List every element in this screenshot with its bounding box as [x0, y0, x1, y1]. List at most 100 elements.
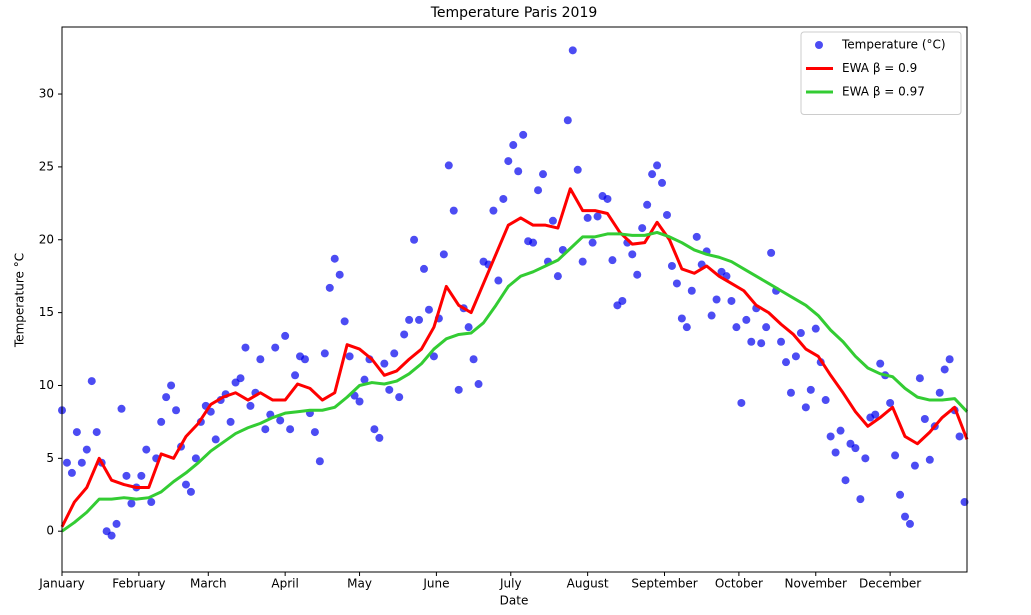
data-point [672, 279, 681, 288]
data-point [246, 401, 255, 410]
data-point [385, 385, 394, 394]
data-point [420, 264, 428, 273]
data-point [658, 178, 667, 187]
data-point [380, 359, 389, 368]
data-point [742, 315, 751, 324]
data-point [405, 315, 414, 324]
data-point [360, 375, 369, 384]
x-tick-label: December [859, 577, 921, 591]
x-tick-label: February [112, 577, 165, 591]
y-tick-label: 5 [46, 451, 54, 465]
data-point [801, 403, 810, 412]
data-point [638, 224, 647, 233]
y-tick-label: 15 [39, 305, 54, 319]
data-point [563, 116, 572, 125]
y-tick-label: 10 [39, 378, 54, 392]
data-point [236, 374, 245, 383]
data-point [241, 343, 250, 352]
y-axis-label: Temperature °C [13, 253, 27, 348]
x-axis-label: Date [500, 594, 529, 608]
data-point [553, 272, 562, 281]
data-point [826, 432, 835, 441]
legend-marker [815, 41, 823, 49]
data-point [469, 355, 478, 364]
data-point [191, 454, 200, 463]
data-point [310, 428, 319, 437]
x-tick-label: September [631, 577, 697, 591]
chart-title: Temperature Paris 2019 [430, 5, 598, 21]
data-point [633, 270, 642, 279]
data-point [107, 531, 116, 540]
data-point [856, 495, 865, 504]
data-point [618, 296, 627, 305]
data-point [901, 512, 910, 521]
data-point [172, 406, 181, 415]
y-tick-label: 25 [39, 159, 54, 173]
data-point [167, 381, 176, 390]
data-point [271, 343, 280, 352]
legend-label: Temperature (°C) [841, 38, 946, 52]
data-point [529, 238, 538, 247]
data-point [429, 352, 438, 361]
data-point [276, 416, 285, 425]
x-tick-label: October [715, 577, 763, 591]
data-point [831, 448, 840, 457]
data-point [256, 355, 265, 364]
data-point [62, 458, 71, 467]
data-point [811, 324, 820, 333]
data-point [370, 425, 379, 434]
legend-box [800, 31, 962, 115]
data-point [861, 454, 870, 463]
data-point [181, 480, 190, 489]
data-point [375, 433, 384, 442]
data-point [335, 270, 344, 279]
data-point [514, 167, 523, 176]
data-point [315, 457, 324, 466]
data-point [444, 161, 453, 170]
data-point [920, 414, 929, 423]
data-point [226, 417, 235, 426]
data-point [737, 398, 746, 407]
data-point [137, 471, 146, 480]
data-point [410, 235, 419, 244]
line [61, 230, 969, 533]
x-tick-label: March [190, 577, 227, 591]
plot-frame [61, 26, 968, 573]
data-point [325, 283, 334, 292]
data-point [291, 371, 300, 380]
data-point [509, 141, 518, 150]
legend-label: EWA β = 0.9 [842, 61, 917, 75]
data-point [454, 385, 463, 394]
data-point [127, 499, 136, 508]
data-point [439, 250, 448, 259]
data-point [876, 359, 885, 368]
data-point [474, 380, 483, 389]
y-tick-label: 20 [39, 232, 54, 246]
data-point [667, 261, 676, 270]
data-point [593, 212, 602, 221]
data-point [519, 130, 528, 139]
data-point [157, 417, 166, 426]
data-point [935, 388, 944, 397]
data-point [499, 194, 508, 203]
data-point [415, 315, 424, 324]
data-point [568, 46, 577, 55]
data-point [583, 213, 592, 222]
data-point [643, 200, 652, 209]
data-point [449, 206, 458, 215]
data-point [504, 157, 513, 166]
data-point [841, 476, 850, 485]
data-point [777, 337, 786, 346]
data-point [732, 323, 741, 332]
data-point [762, 323, 771, 332]
data-point [871, 410, 880, 419]
data-point [682, 323, 691, 332]
data-point [588, 238, 597, 247]
data-point [767, 248, 776, 257]
data-point [286, 425, 295, 434]
x-tick-label: April [271, 577, 298, 591]
data-point [677, 314, 686, 323]
data-point [628, 250, 637, 259]
data-point [940, 365, 949, 374]
data-point [851, 444, 860, 453]
